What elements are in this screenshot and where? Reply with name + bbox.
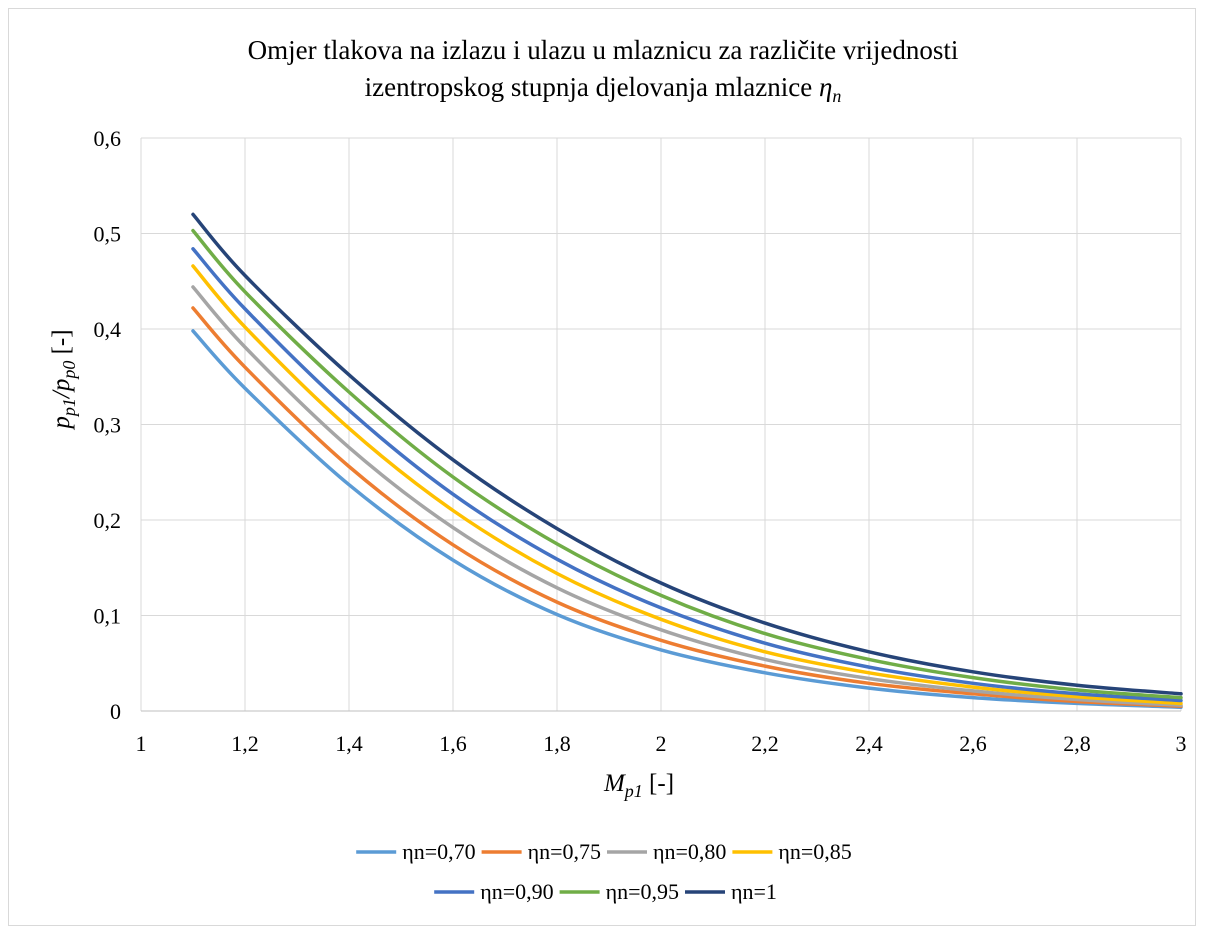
x-tick-label: 3 (1176, 731, 1187, 756)
x-axis-title-sub: p1 (623, 781, 643, 801)
legend-label: ηn=0,75 (528, 839, 601, 864)
series-line-3 (191, 285, 1183, 708)
y-tick-label: 0,6 (94, 126, 122, 151)
y-axis-title-sub1: p1 (59, 398, 79, 418)
series-line-6 (191, 228, 1183, 700)
y-axis-title-slash-p: /p (48, 379, 75, 400)
legend: ηn=0,70 ηn=0,75 ηn=0,80 ηn=0,85 ηn=0,90 ηn=0,… (356, 839, 852, 904)
legend-item: ηn=0,95 (559, 879, 679, 904)
y-tick-label: 0 (110, 699, 121, 724)
series-line-5 (191, 247, 1183, 703)
x-tick-label: 2,2 (751, 731, 779, 756)
y-tick-label: 0,3 (94, 413, 122, 438)
chart-svg: 1 1,2 1,4 1,6 1,8 2 2,2 2,4 2,6 2,8 3 0 0,1 0,2 0,3 0,4… (48, 35, 1187, 904)
y-tick-label: 0,4 (94, 317, 122, 342)
legend-item: ηn=1 (685, 879, 777, 904)
legend-item: ηn=0,75 (481, 839, 601, 864)
y-axis-title-sub2: p0 (59, 361, 79, 381)
series-layer (191, 212, 1183, 709)
y-tick-label: 0,5 (94, 222, 122, 247)
grid-layer (140, 137, 1182, 712)
x-tick-label: 1,8 (543, 731, 571, 756)
x-axis-title-main: M (603, 770, 626, 797)
x-tick-label: 1,6 (439, 731, 467, 756)
x-tick-label: 1,4 (335, 731, 363, 756)
legend-item: ηn=0,80 (607, 839, 726, 864)
y-tick-label: 0,1 (94, 604, 122, 629)
chart-area: 1 1,2 1,4 1,6 1,8 2 2,2 2,4 2,6 2,8 3 0 0,1 0,2 0,3 0,4… (8, 8, 1196, 926)
x-axis-title-unit: [-] (643, 770, 674, 797)
x-tick-label: 1,2 (231, 731, 259, 756)
legend-label: ηn=0,85 (778, 839, 851, 864)
series-line-7 (191, 212, 1183, 696)
x-axis-title: Mp1 [-] (603, 770, 674, 801)
chart-title-eta-sub: n (832, 86, 841, 106)
series-line-2 (191, 306, 1183, 708)
x-tick-label: 2,8 (1063, 731, 1091, 756)
y-axis-title-p: p (48, 416, 75, 431)
y-tick-label: 0,2 (94, 508, 122, 533)
x-tick-label: 2 (656, 731, 667, 756)
chart-title-line2: izentropskog stupnja djelovanja mlaznice… (365, 72, 842, 106)
legend-label: ηn=0,95 (606, 879, 679, 904)
chart-title-line2-text: izentropskog stupnja djelovanja mlaznice (365, 72, 819, 102)
legend-label: ηn=0,70 (402, 839, 475, 864)
y-axis-title: pp1/pp0 [-] (48, 329, 79, 430)
legend-item: ηn=0,70 (356, 839, 476, 864)
legend-item: ηn=0,85 (732, 839, 852, 864)
series-line-1 (191, 329, 1183, 709)
legend-item: ηn=0,90 (434, 879, 554, 904)
legend-label: ηn=0,80 (653, 839, 726, 864)
legend-label: ηn=0,90 (480, 879, 553, 904)
x-tick-label: 2,4 (855, 731, 883, 756)
chart-title-line1: Omjer tlakova na izlazu i ulazu u mlazni… (248, 35, 959, 65)
series-line-4 (191, 264, 1183, 706)
x-tick-label: 2,6 (959, 731, 987, 756)
chart-title-eta: η (819, 72, 832, 102)
y-axis-title-unit: [-] (48, 329, 75, 360)
tick-layer: 1 1,2 1,4 1,6 1,8 2 2,2 2,4 2,6 2,8 3 0 0,1 0,2 0,3 0,4… (94, 126, 1187, 756)
legend-label: ηn=1 (731, 879, 777, 904)
x-tick-label: 1 (136, 731, 147, 756)
